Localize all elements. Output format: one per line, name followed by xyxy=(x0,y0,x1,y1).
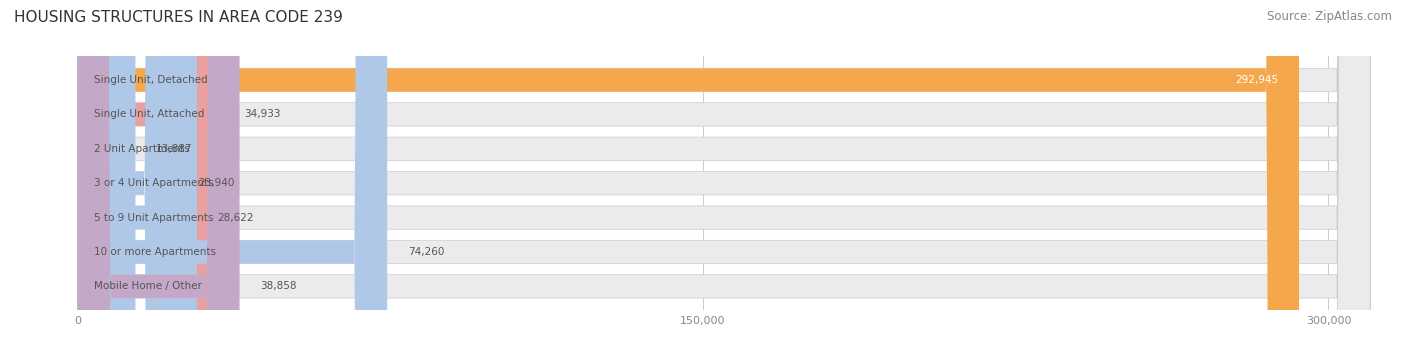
Text: 292,945: 292,945 xyxy=(1234,75,1278,85)
FancyBboxPatch shape xyxy=(77,0,177,341)
FancyBboxPatch shape xyxy=(77,0,1371,341)
Text: 13,887: 13,887 xyxy=(156,144,193,154)
FancyBboxPatch shape xyxy=(77,0,135,341)
FancyBboxPatch shape xyxy=(77,0,1371,341)
FancyBboxPatch shape xyxy=(77,0,1371,341)
Text: Single Unit, Attached: Single Unit, Attached xyxy=(94,109,205,119)
FancyBboxPatch shape xyxy=(77,0,197,341)
FancyBboxPatch shape xyxy=(77,0,1371,341)
Text: Mobile Home / Other: Mobile Home / Other xyxy=(94,281,202,291)
Text: 3 or 4 Unit Apartments: 3 or 4 Unit Apartments xyxy=(94,178,214,188)
Text: 34,933: 34,933 xyxy=(245,109,281,119)
Text: 38,858: 38,858 xyxy=(260,281,297,291)
Text: 28,622: 28,622 xyxy=(218,212,254,223)
FancyBboxPatch shape xyxy=(77,0,1371,341)
FancyBboxPatch shape xyxy=(77,0,387,341)
FancyBboxPatch shape xyxy=(77,0,239,341)
FancyBboxPatch shape xyxy=(77,0,1299,341)
FancyBboxPatch shape xyxy=(77,0,224,341)
Text: Source: ZipAtlas.com: Source: ZipAtlas.com xyxy=(1267,10,1392,23)
Text: 2 Unit Apartments: 2 Unit Apartments xyxy=(94,144,190,154)
Text: 10 or more Apartments: 10 or more Apartments xyxy=(94,247,217,257)
FancyBboxPatch shape xyxy=(77,0,1371,341)
FancyBboxPatch shape xyxy=(77,0,1371,341)
Text: 74,260: 74,260 xyxy=(408,247,444,257)
Text: HOUSING STRUCTURES IN AREA CODE 239: HOUSING STRUCTURES IN AREA CODE 239 xyxy=(14,10,343,25)
Text: Single Unit, Detached: Single Unit, Detached xyxy=(94,75,208,85)
Text: 5 to 9 Unit Apartments: 5 to 9 Unit Apartments xyxy=(94,212,214,223)
Text: 23,940: 23,940 xyxy=(198,178,235,188)
